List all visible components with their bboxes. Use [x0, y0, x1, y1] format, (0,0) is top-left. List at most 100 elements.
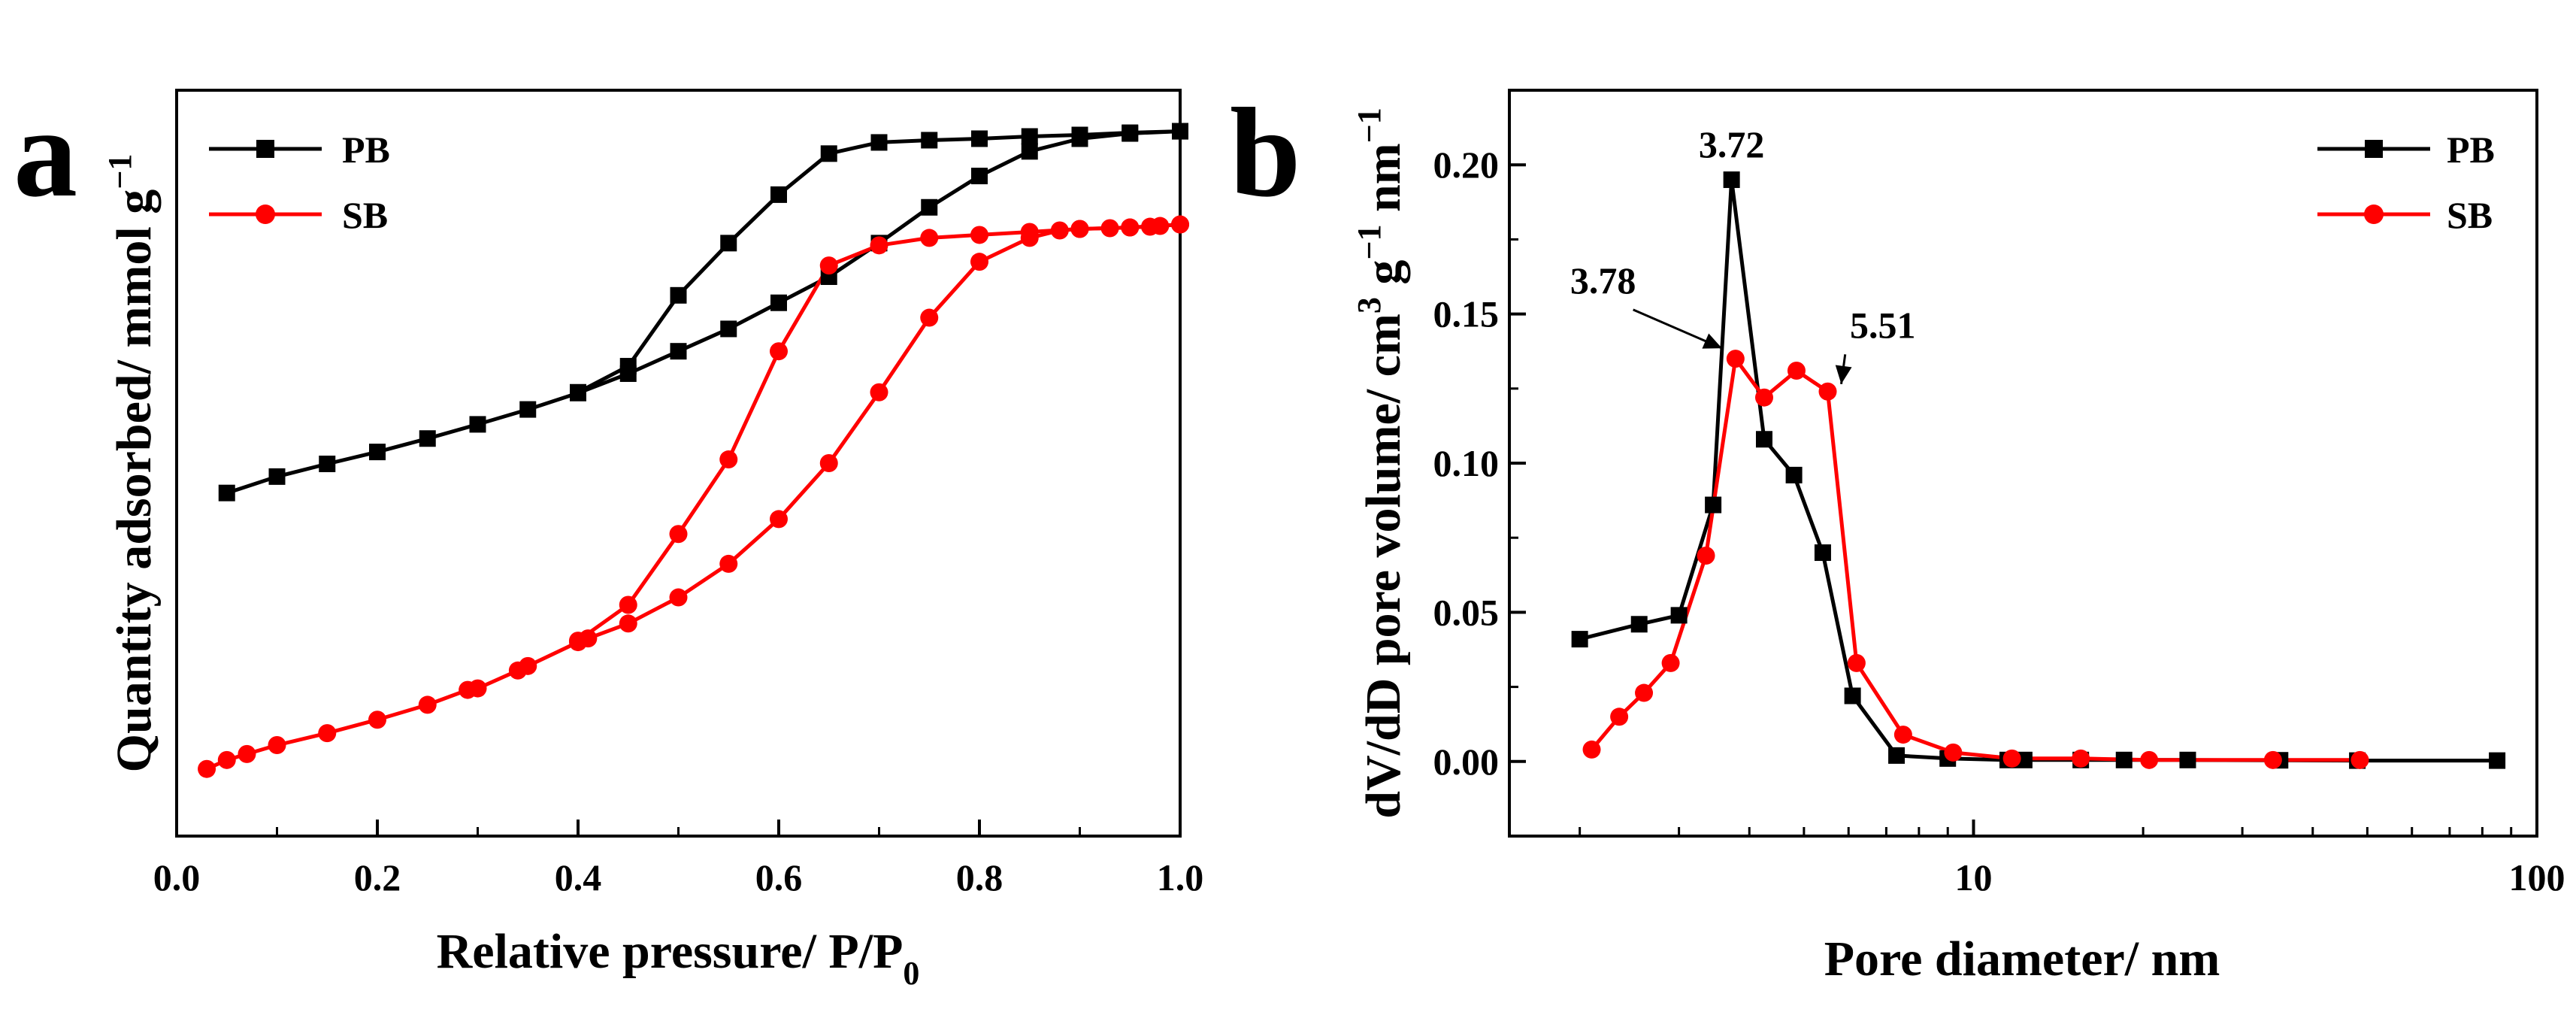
panel-a-pb-desorption-line [577, 129, 1181, 395]
panel-a-sb-adsorption-line [206, 223, 1181, 771]
annotation-arrow-head [1835, 365, 1852, 384]
panel-a-sb-adsorption-point [217, 750, 236, 769]
panel-b-sb-point [2140, 750, 2159, 769]
panel-a-pb-desorption-point [870, 134, 888, 151]
panel-a-pb-adsorption-point [770, 294, 787, 311]
panel-a-sb-adsorption-point [719, 554, 738, 573]
panel-a-pb-adsorption-point [268, 468, 286, 485]
panel-a-y-axis-title: Quantity adsorbed/ mmol g−1 [101, 154, 162, 773]
panel-b-y-tick-label: 0.10 [1433, 442, 1500, 484]
panel-b-sb-point [1610, 708, 1629, 726]
panel-a-pb-adsorption-point [319, 455, 336, 472]
panel-a-sb-adsorption-point [418, 695, 437, 714]
panel-b-sb-point [2263, 750, 2282, 769]
panel-a-sb-adsorption-point [238, 744, 256, 763]
legend-pb-marker [256, 140, 274, 158]
panel-a-tick-labels: 0.0 0.2 0.4 0.6 0.8 1.0 [153, 856, 1204, 898]
panel-a-sb-desorption-point [870, 236, 888, 255]
panel-b-sb-point [1893, 726, 1912, 744]
panel-b-pb-point [1670, 607, 1688, 624]
panel-b-y-axis-title: dV/dD pore volume/ cm3 g−1 nm−1 [1351, 108, 1411, 818]
annotation-peak-5-51: 5.51 [1850, 304, 1916, 346]
panel-a-sb-adsorption-point [198, 759, 216, 778]
panel-a-x-tick-label: 1.0 [1157, 856, 1204, 898]
panel-a-sb-desorption-line [577, 223, 1181, 643]
panel-a-sb-adsorption-point [368, 711, 386, 729]
panel-b-ticks [1509, 89, 2538, 838]
panel-b-letter: b [1230, 82, 1301, 223]
panel-b-sb-point [1944, 743, 1963, 762]
panel-b-sb-point [2350, 750, 2369, 769]
panel-a-sb-adsorption-point [1151, 217, 1170, 235]
panel-a-pb-adsorption-point [971, 168, 988, 185]
panel-a-pb-adsorption-point [519, 401, 537, 418]
panel-a-sb-desorption-point [770, 342, 788, 361]
panel-b-annotations: 3.72 3.78 5.51 [1570, 123, 1916, 384]
panel-a-x-tick-label: 0.0 [153, 856, 201, 898]
legend-sb-label: SB [342, 194, 388, 236]
annotation-peak-3-72: 3.72 [1699, 123, 1765, 165]
panel-b-sb-point [1818, 382, 1837, 401]
panel-a: a 0.0 0.2 0.4 0.6 0.8 1.0 Relative pressure/ … [14, 82, 1203, 992]
panel-a-pb-desorption-point [570, 383, 586, 401]
panel-a-sb-adsorption-point [870, 383, 888, 401]
panel-b-pb-point [2115, 751, 2133, 768]
annotation-arrow-head [1702, 333, 1722, 349]
panel-a-pb-desorption-point [1172, 123, 1188, 140]
panel-b-pb-point [1705, 496, 1722, 514]
legend-pb-marker-b [2365, 140, 2383, 158]
panel-a-sb-desorption-point [920, 229, 939, 247]
panel-b-y-tick-label: 0.00 [1433, 741, 1500, 783]
legend-pb-label-b: PB [2447, 129, 2495, 171]
panel-a-sb-adsorption-point [468, 679, 487, 698]
panel-b-y-tick-label: 0.15 [1433, 293, 1500, 335]
panel-a-x-tick-label: 0.6 [755, 856, 803, 898]
panel-b-pb-point [1785, 466, 1803, 483]
panel-a-pb-desorption-point [720, 235, 737, 252]
panel-b-sb-point [1847, 653, 1866, 672]
panel-a-pb-adsorption-point [921, 198, 938, 216]
panel-b-sb-point [2002, 749, 2021, 768]
panel-b-pb-point [2489, 752, 2506, 769]
panel-b-pb-point [2179, 751, 2196, 768]
panel-a-x-tick-label: 0.8 [956, 856, 1003, 898]
legend-sb-marker [256, 205, 275, 224]
panel-a-pb-desorption-point [1122, 124, 1139, 141]
panel-a-pb-desorption-point [921, 132, 938, 149]
panel-b-legend: PB SB [2317, 129, 2495, 236]
panel-b-tick-labels: 0.00 0.05 0.10 0.15 0.20 10 100 [1433, 144, 2565, 898]
panel-a-pb-desorption-point [820, 145, 837, 162]
panel-a-sb-adsorption-point [819, 454, 838, 472]
panel-b-pb-point [1888, 747, 1906, 764]
panel-a-sb-adsorption-point [619, 614, 637, 633]
panel-a-pb-desorption-point [1071, 126, 1088, 144]
panel-b-plot-frame [1508, 89, 2538, 838]
panel-a-pb-desorption-point [670, 286, 687, 304]
panel-a-x-axis-title: Relative pressure/ P/P0 [437, 924, 920, 992]
panel-a-pb-desorption-point [971, 130, 988, 147]
panel-b-sb-point [2072, 749, 2090, 768]
panel-a-sb-desorption-point [970, 226, 988, 244]
panel-b-x-tick-label: 10 [1955, 856, 1993, 898]
panel-a-pb-adsorption-point [419, 430, 436, 447]
panel-a-pb-adsorption-point [1021, 143, 1038, 160]
panel-b-pb-point [1630, 616, 1648, 633]
panel-a-pb-desorption-point [770, 186, 787, 203]
panel-a-pb-adsorption-line [226, 129, 1181, 495]
panel-a-sb-adsorption-point [920, 308, 939, 327]
panel-b-pb-point [1844, 687, 1861, 704]
panel-b-sb-point [1697, 547, 1715, 565]
panel-a-sb-desorption-point [719, 450, 738, 469]
panel-a-sb-desorption-point [1121, 218, 1140, 237]
panel-a-pb-adsorption-point [469, 416, 486, 433]
panel-a-sb-adsorption-point [970, 253, 988, 271]
panel-a-legend: PB SB [209, 129, 390, 236]
panel-b-series-lines [1579, 177, 2498, 763]
panel-b-sb-point [1582, 740, 1601, 759]
legend-pb-label: PB [342, 129, 390, 171]
panel-a-pb-desorption-point [619, 358, 637, 375]
panel-a-sb-desorption-point [1171, 215, 1189, 234]
panel-a-pb-adsorption-point [670, 343, 687, 360]
panel-a-series-markers [198, 123, 1189, 778]
